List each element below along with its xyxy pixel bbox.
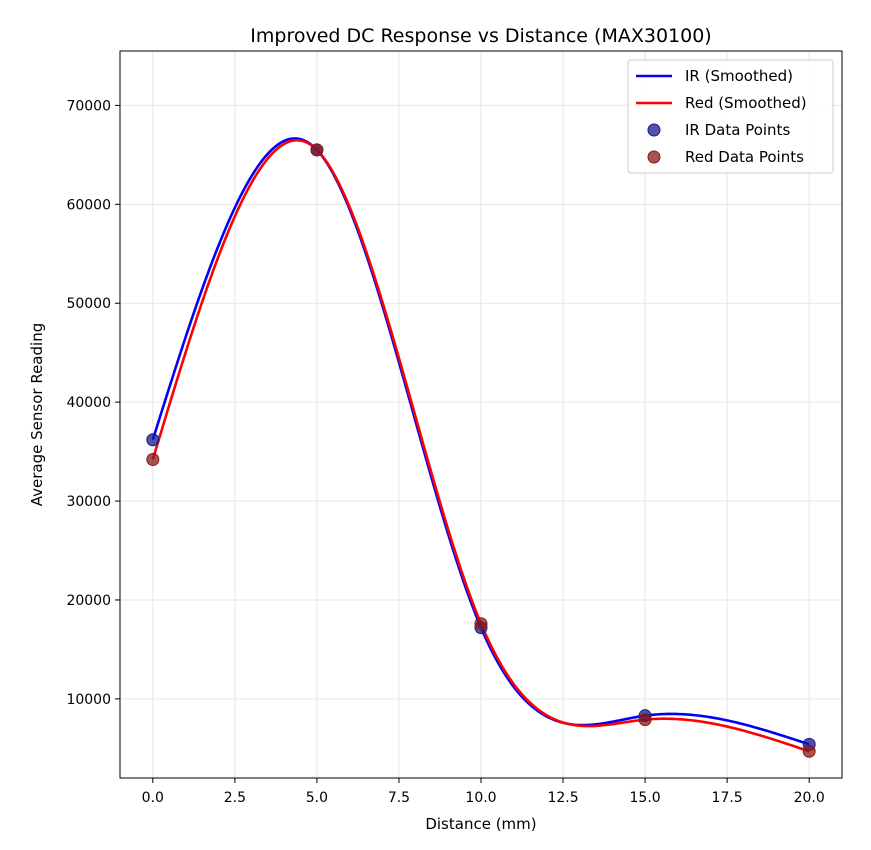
x-tick-label: 7.5 xyxy=(388,790,410,806)
legend-label: Red Data Points xyxy=(685,148,804,166)
ir-data-point xyxy=(146,433,160,447)
x-tick-label: 0.0 xyxy=(142,790,164,806)
legend-box xyxy=(627,59,834,174)
x-tick-label: 20.0 xyxy=(794,790,825,806)
x-tick-label: 15.0 xyxy=(630,790,661,806)
y-tick-label: 60000 xyxy=(66,197,111,213)
y-tick-label: 10000 xyxy=(66,692,111,708)
chart-title: Improved DC Response vs Distance (MAX301… xyxy=(250,25,711,47)
plot-series xyxy=(146,137,816,758)
legend-marker-swatch xyxy=(647,150,661,164)
red-data-point xyxy=(802,744,816,758)
x-tick-label: 12.5 xyxy=(547,790,578,806)
red-data-point xyxy=(146,453,160,467)
red-data-point xyxy=(310,143,324,157)
x-tick-label: 5.0 xyxy=(306,790,328,806)
x-tick-label: 17.5 xyxy=(712,790,743,806)
y-axis-label: Average Sensor Reading xyxy=(28,323,46,506)
x-tick-label: 2.5 xyxy=(224,790,246,806)
x-axis-label: Distance (mm) xyxy=(425,815,536,833)
y-tick-label: 30000 xyxy=(66,494,111,510)
x-tick-label: 10.0 xyxy=(465,790,496,806)
y-tick-label: 40000 xyxy=(66,395,111,411)
legend-label: IR Data Points xyxy=(685,121,790,139)
y-tick-label: 50000 xyxy=(66,296,111,312)
legend-marker-swatch xyxy=(647,123,661,137)
legend-label: Red (Smoothed) xyxy=(685,94,807,112)
legend: IR (Smoothed) Red (Smoothed) IR Data Point… xyxy=(627,59,834,174)
red-data-point xyxy=(638,713,652,727)
red-data-point xyxy=(474,617,488,631)
y-tick-label: 20000 xyxy=(66,593,111,609)
legend-label: IR (Smoothed) xyxy=(685,67,793,85)
axis-ticks: 0.0 2.5 5.0 7.5 10.0 12.5 15.0 17.5 20.0 10000 200… xyxy=(66,98,824,806)
y-tick-label: 70000 xyxy=(66,98,111,114)
